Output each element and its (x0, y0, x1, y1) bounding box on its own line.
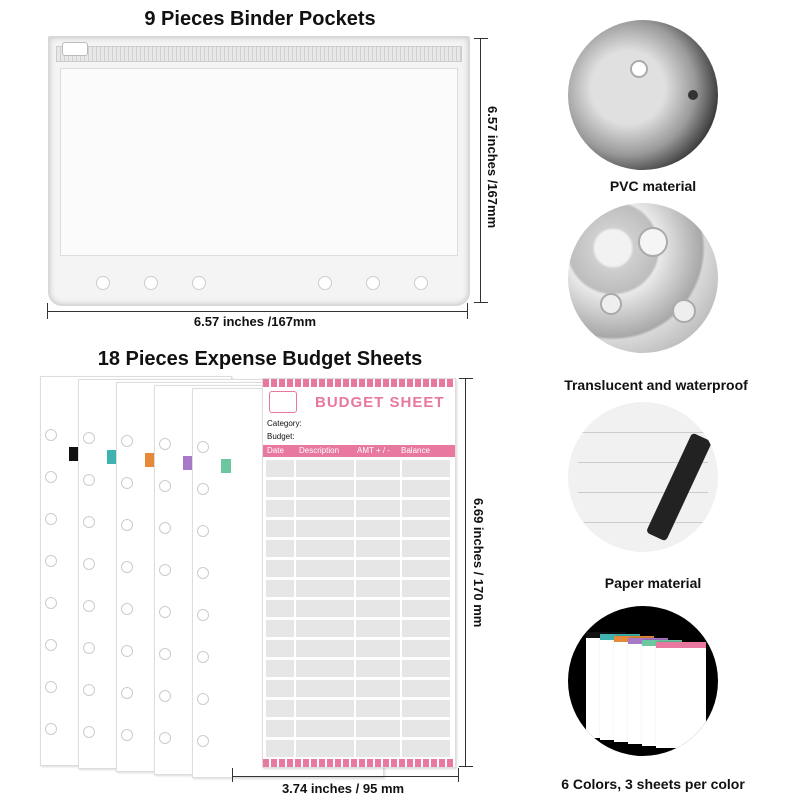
colored-sheets-icon (568, 606, 718, 756)
pvc-pocket-icon (568, 20, 718, 170)
wave-bottom (263, 759, 455, 767)
category-label: Category: (267, 419, 302, 428)
column-date: Date (267, 446, 284, 455)
pocket-height-label: 6.57 inches /167mm (485, 106, 500, 229)
zipper-strip (56, 46, 462, 62)
pocket-hole-strip (50, 264, 468, 304)
calculator-icon (269, 391, 297, 413)
color-tab (107, 450, 117, 464)
pocket-width-line (48, 311, 468, 312)
column-amount: AMT + / - (357, 446, 390, 455)
color-tab (145, 453, 155, 467)
sheet-row (266, 520, 452, 537)
feature-caption-2: Translucent and waterproof (564, 377, 748, 393)
color-tab (69, 447, 79, 461)
sheet-row (266, 560, 452, 577)
sheet-row (266, 580, 452, 597)
sheet-row (266, 620, 452, 637)
budget-sheet-heading: BUDGET SHEET (315, 393, 445, 411)
pocket-width-label: 6.57 inches /167mm (193, 314, 317, 329)
sheet-row (266, 480, 452, 497)
column-balance: Balance (401, 446, 430, 455)
sheet-rows (263, 460, 455, 757)
wave-top (263, 379, 455, 387)
pen-writing-icon (568, 402, 718, 552)
sheet-row (266, 720, 452, 737)
water-droplets-icon (568, 203, 718, 353)
column-header-row: Date Description AMT + / - Balance (263, 445, 455, 457)
mini-sheet (656, 642, 706, 748)
color-tab (183, 456, 193, 470)
sheet-row (266, 600, 452, 617)
feature-caption-4: 6 Colors, 3 sheets per color (561, 776, 745, 792)
front-budget-sheet: BUDGET SHEET Category: Budget: Date Desc… (262, 378, 456, 768)
sheet-row (266, 500, 452, 517)
sheets-title: 18 Pieces Expense Budget Sheets (97, 348, 423, 370)
sheet-width-label: 3.74 inches / 95 mm (281, 781, 405, 796)
zipper-pull[interactable] (62, 42, 88, 56)
sheet-width-line (232, 776, 458, 777)
sheet-row (266, 460, 452, 477)
feature-caption-3: Paper material (604, 575, 702, 591)
color-tab (221, 459, 231, 473)
sheet-row (266, 640, 452, 657)
sheet-row (266, 680, 452, 697)
pockets-title: 9 Pieces Binder Pockets (144, 8, 376, 30)
pocket-height-line (480, 38, 481, 302)
budget-label: Budget: (267, 432, 295, 441)
sheet-row (266, 700, 452, 717)
sheet-row (266, 740, 452, 757)
feature-caption-1: PVC material (609, 178, 697, 194)
sheet-row (266, 540, 452, 557)
column-description: Description (299, 446, 340, 455)
sheet-row (266, 660, 452, 677)
sheet-height-line (465, 378, 466, 766)
pocket-window (60, 68, 458, 256)
binder-pocket (48, 36, 470, 306)
sheet-height-label: 6.69 inches / 170 mm (471, 498, 486, 628)
